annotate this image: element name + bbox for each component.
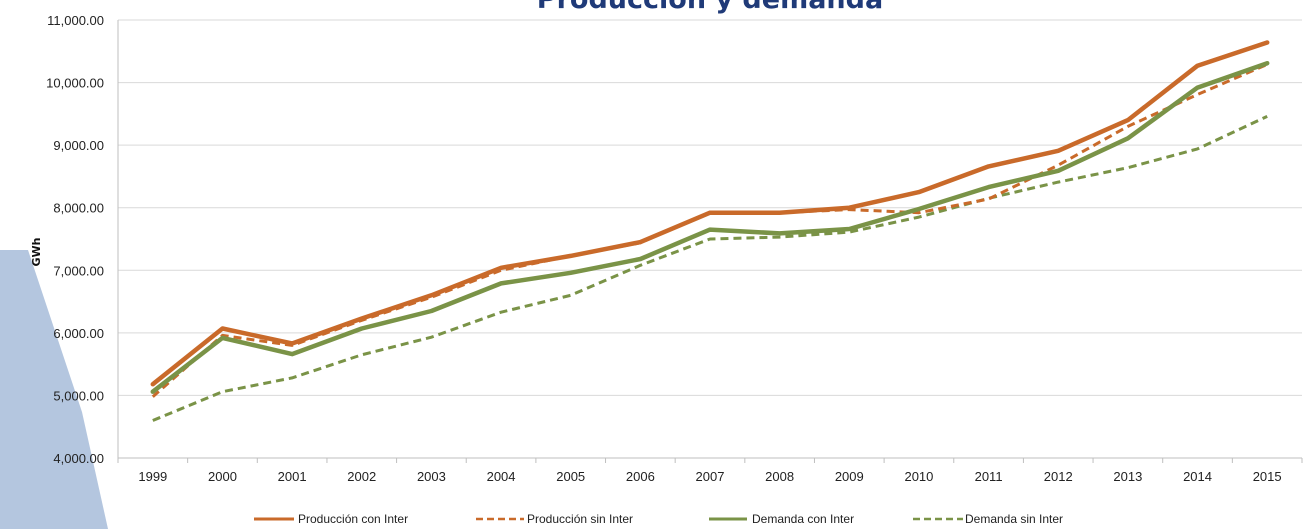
y-axis-label: GWh bbox=[30, 238, 43, 267]
x-tick-label: 2015 bbox=[1253, 469, 1282, 484]
x-tick-label: 2014 bbox=[1183, 469, 1212, 484]
y-axis: 4,000.00 5,000.00 6,000.00 7,000.00 8,000.00… bbox=[46, 13, 119, 466]
x-tick-label: 2008 bbox=[765, 469, 794, 484]
x-tick-label: 2009 bbox=[835, 469, 864, 484]
decorative-background-band bbox=[0, 250, 108, 529]
x-tick-label: 2010 bbox=[904, 469, 933, 484]
y-tick-label: 4,000.00 bbox=[53, 451, 104, 466]
legend-label: Producción con Inter bbox=[298, 512, 408, 526]
x-tick-label: 1999 bbox=[138, 469, 167, 484]
x-tick-label: 2005 bbox=[556, 469, 585, 484]
series-lines bbox=[150, 40, 1270, 422]
x-axis: 1999 2000 2001 2002 2003 2004 2005 2006 2007 2008… bbox=[117, 457, 1303, 484]
legend: Producción con Inter Producción sin Inter… bbox=[254, 512, 1063, 526]
y-tick-label: 7,000.00 bbox=[53, 263, 104, 278]
chart-title: Producción y demanda bbox=[537, 0, 883, 15]
x-tick-label: 2006 bbox=[626, 469, 655, 484]
x-tick-label: 2011 bbox=[975, 469, 1003, 484]
x-tick-label: 2013 bbox=[1113, 469, 1142, 484]
x-tick-label: 2003 bbox=[417, 469, 446, 484]
y-tick-label: 9,000.00 bbox=[53, 138, 104, 153]
series-line-2 bbox=[150, 60, 1270, 394]
legend-label: Demanda sin Inter bbox=[965, 512, 1063, 526]
y-tick-label: 5,000.00 bbox=[53, 388, 104, 403]
x-tick-label: 2000 bbox=[208, 469, 237, 484]
legend-label: Producción sin Inter bbox=[527, 512, 633, 526]
y-tick-label: 10,000.00 bbox=[46, 76, 104, 91]
series-line-0 bbox=[150, 40, 1270, 387]
x-tick-label: 2012 bbox=[1044, 469, 1073, 484]
y-tick-label: 11,000.00 bbox=[47, 13, 104, 28]
grid-lines bbox=[118, 19, 1302, 396]
x-tick-label: 2007 bbox=[696, 469, 725, 484]
series-line-3 bbox=[152, 115, 1268, 422]
x-tick-label: 2004 bbox=[487, 469, 516, 484]
x-tick-label: 2001 bbox=[278, 469, 307, 484]
legend-label: Demanda con Inter bbox=[752, 512, 854, 526]
x-tick-label: 2002 bbox=[347, 469, 376, 484]
y-tick-label: 8,000.00 bbox=[53, 201, 104, 216]
y-tick-label: 6,000.00 bbox=[53, 326, 104, 341]
